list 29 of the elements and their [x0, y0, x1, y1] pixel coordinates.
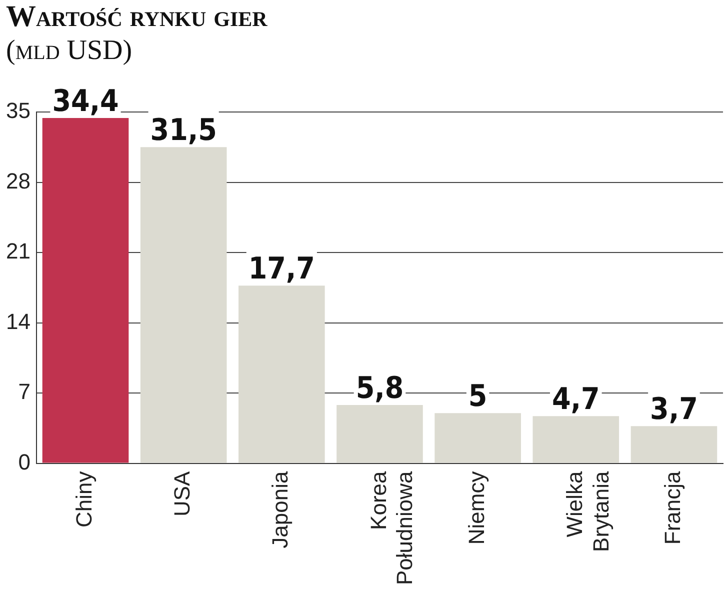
bar: [140, 147, 227, 463]
x-tick-label: Chiny: [72, 471, 97, 528]
x-tick-label: USA: [170, 470, 195, 516]
x-tick-label: Francja: [660, 470, 686, 545]
data-label: 4,7: [552, 382, 600, 417]
y-tick-label: 14: [6, 308, 30, 334]
data-label: 5: [468, 378, 488, 414]
x-tick-label: Niemcy: [464, 471, 489, 545]
y-tick-label: 21: [6, 238, 30, 264]
bar: [630, 426, 718, 463]
bar: [434, 413, 521, 463]
data-label: 17,7: [248, 251, 315, 286]
y-tick-label: 35: [6, 98, 30, 124]
bar: [532, 416, 620, 463]
chart-subtitle: (mld USD): [6, 35, 132, 66]
data-label: 31,5: [150, 112, 217, 148]
y-tick-label: 7: [18, 379, 30, 404]
bar: [238, 286, 325, 463]
x-tick-label: Japonia: [268, 470, 293, 548]
x-tick-label: Korea Południowa: [366, 470, 418, 585]
chart-title: Wartość rynku gier: [6, 0, 268, 33]
bar: [42, 118, 129, 463]
y-tick-label: 28: [6, 168, 30, 194]
x-tick-label: Wielka Brytania: [562, 470, 614, 552]
data-label: 5,8: [356, 370, 404, 406]
bar: [336, 405, 423, 463]
data-label: 34,4: [52, 84, 119, 119]
data-label: 3,7: [650, 392, 698, 427]
y-tick-label: 0: [18, 449, 30, 474]
